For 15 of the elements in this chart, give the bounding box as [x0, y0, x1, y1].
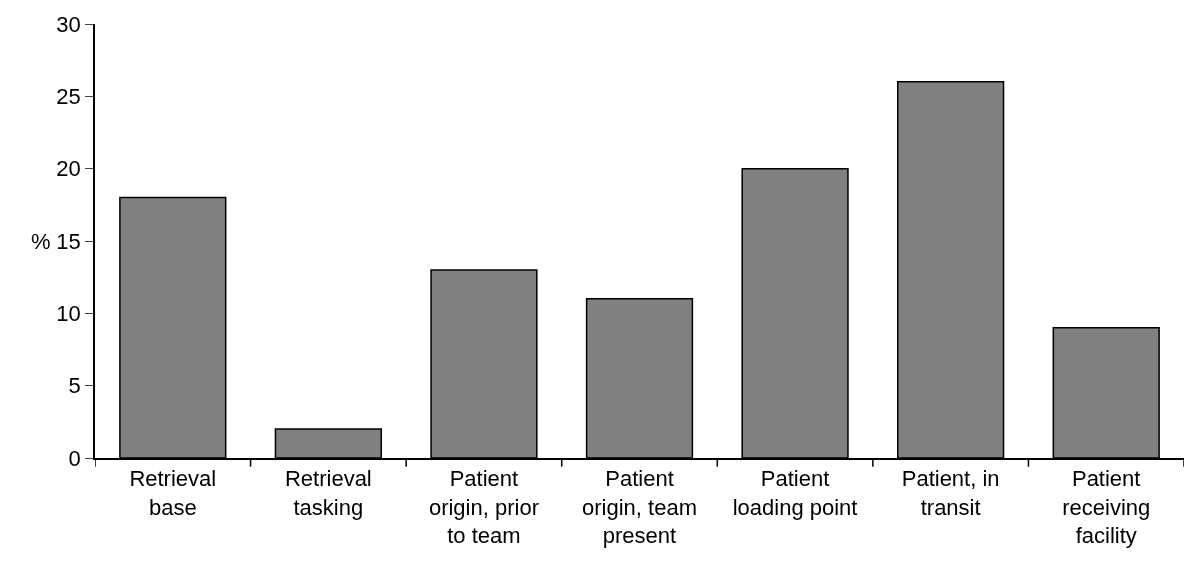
y-tick-label: 30: [56, 11, 81, 37]
x-tick-label: Patient origin, prior to team: [428, 466, 539, 549]
x-tick-label: Patient receiving facility: [1062, 466, 1151, 549]
x-tick-label: Retrieval tasking: [284, 466, 372, 520]
y-tick-label: 15: [56, 228, 81, 254]
y-tick-label: 0: [68, 445, 81, 471]
y-tick-label: 25: [56, 84, 81, 110]
y-tick-label: 20: [56, 156, 81, 182]
x-tick-label: Patient, in transit: [901, 466, 1000, 520]
x-tick-label: Retrieval base: [129, 466, 217, 520]
y-tick-label: 10: [56, 301, 81, 327]
y-tick-label: 5: [68, 373, 81, 399]
x-tick-label: Patient loading point: [732, 466, 858, 520]
y-axis-title: %: [31, 229, 51, 254]
x-tick-label: Patient origin, team present: [582, 466, 697, 549]
